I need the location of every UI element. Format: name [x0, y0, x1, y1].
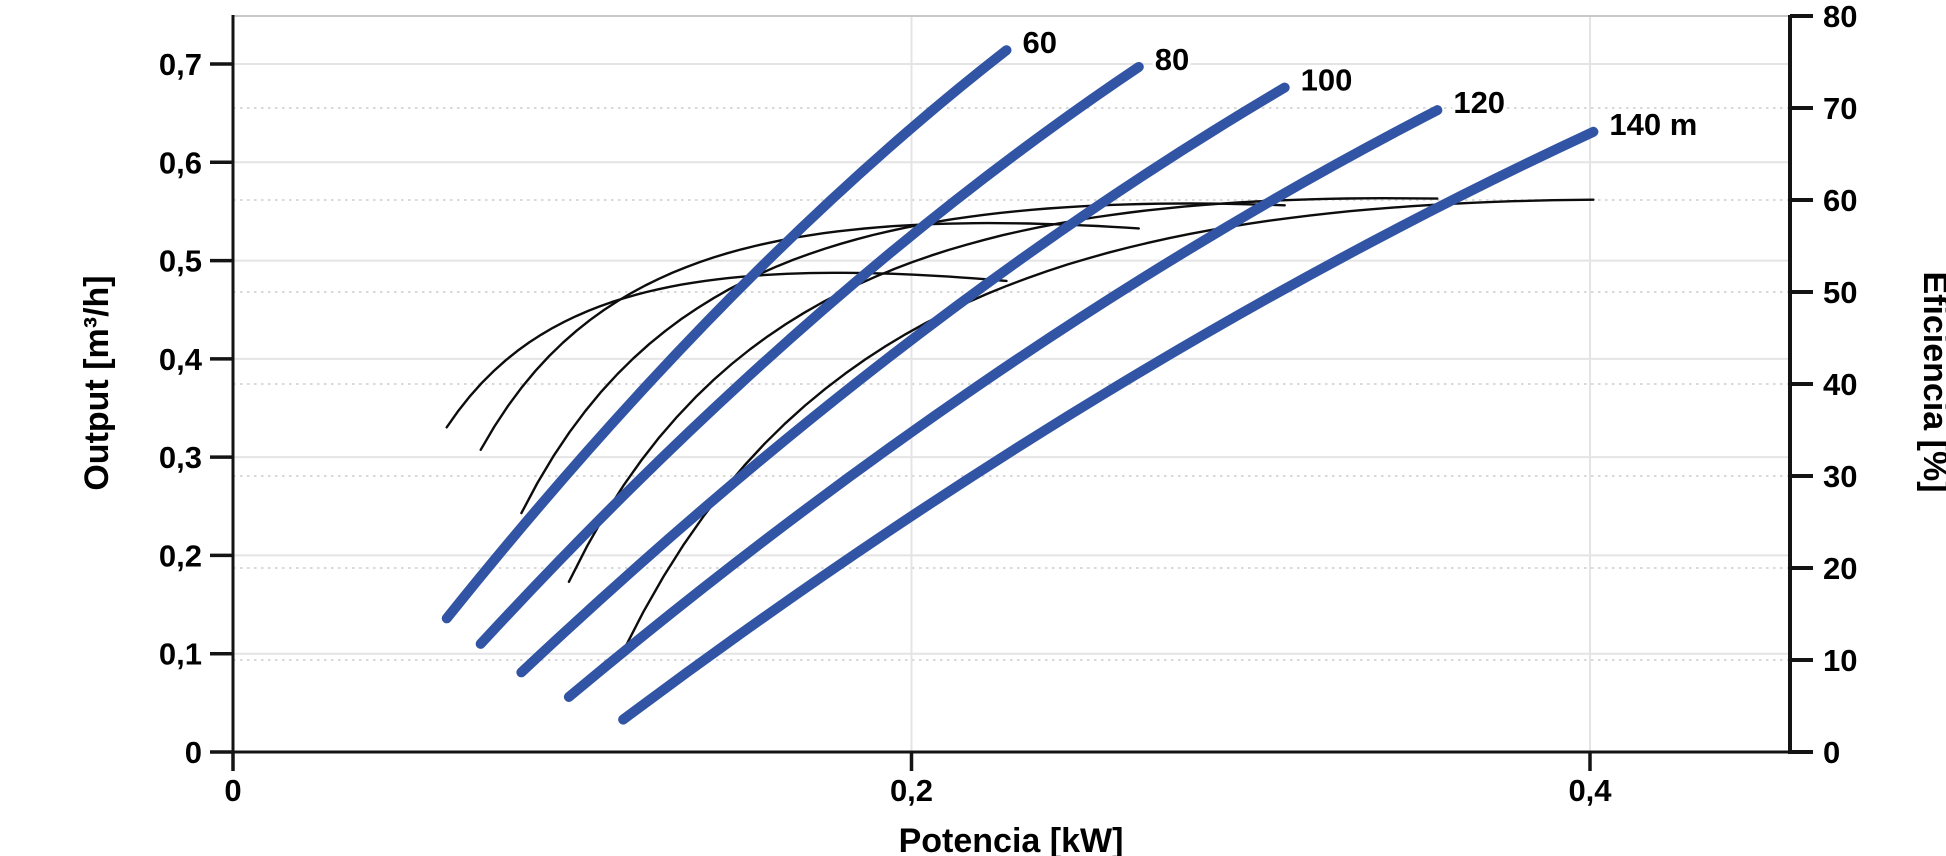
efficiency-curve-100: [520, 202, 1286, 515]
tick-label-right-60: 60: [1823, 183, 1857, 218]
tick-label-right-10: 10: [1823, 643, 1857, 678]
pump-curve-80: [475, 61, 1144, 649]
tick-label-right-20: 20: [1823, 551, 1857, 586]
efficiency-curve-140: [621, 198, 1595, 653]
tick-label-left-0,7: 0,7: [159, 47, 202, 82]
tick-label-x-0,2: 0,2: [890, 773, 933, 808]
tick-label-left-0,2: 0,2: [159, 538, 202, 573]
efficiency-curve-80: [479, 221, 1141, 451]
pump-curves: [441, 45, 1599, 725]
curve-label-120: 120: [1453, 85, 1505, 120]
x-axis-title: Potencia [kW]: [899, 822, 1124, 856]
tick-label-left-0,6: 0,6: [159, 145, 202, 180]
efficiency-curve-120: [567, 196, 1439, 583]
gridlines-dotted: [233, 107, 1790, 661]
tick-label-left-0: 0: [185, 735, 202, 770]
tick-label-right-70: 70: [1823, 91, 1857, 126]
tick-label-left-0,5: 0,5: [159, 244, 202, 279]
curve-label-60: 60: [1022, 25, 1056, 60]
pump-curve-140: [618, 126, 1599, 725]
tick-label-right-80: 80: [1823, 0, 1857, 34]
pump-curve-60: [441, 45, 1012, 624]
tick-label-left-0,1: 0,1: [159, 637, 202, 672]
tick-label-right-50: 50: [1823, 275, 1857, 310]
efficiency-curve-60: [445, 271, 1008, 429]
curve-label-140: 140 m: [1609, 107, 1697, 142]
tick-label-right-30: 30: [1823, 459, 1857, 494]
tick-label-right-0: 0: [1823, 735, 1840, 770]
curve-labels: 60 80 100 120 140 m: [1019, 22, 1700, 145]
pump-curve-100: [516, 82, 1290, 678]
pump-curve-120: [563, 105, 1443, 702]
tick-label-right-40: 40: [1823, 367, 1857, 402]
tick-label-x-0,4: 0,4: [1568, 773, 1612, 808]
y-axis-right-title: Eficiencia [%]: [1916, 271, 1946, 492]
efficiency-curves: [445, 196, 1595, 653]
tick-label-left-0,3: 0,3: [159, 440, 202, 475]
curve-label-100: 100: [1301, 63, 1353, 98]
tick-label-left-0,4: 0,4: [159, 342, 203, 377]
tick-label-x-0: 0: [224, 773, 241, 808]
y-axis-left-title: Output [m³/h]: [78, 275, 116, 490]
axis-ticks: [210, 14, 1813, 771]
curve-label-80: 80: [1155, 42, 1189, 77]
tick-labels: 0 0,1 0,2 0,3 0,4 0,5 0,6 0,7 0 10 20 30 40 50 60 70 80 0…: [159, 0, 1858, 808]
